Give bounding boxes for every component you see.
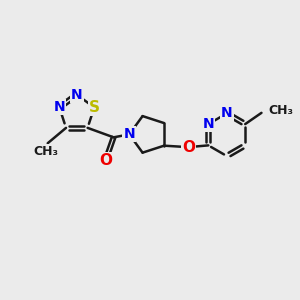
Text: O: O	[182, 140, 195, 155]
Text: CH₃: CH₃	[268, 104, 293, 117]
Text: N: N	[221, 106, 232, 120]
Text: S: S	[89, 100, 100, 115]
Text: N: N	[71, 88, 82, 102]
Text: CH₃: CH₃	[34, 145, 59, 158]
Text: N: N	[54, 100, 65, 114]
Text: N: N	[124, 128, 135, 141]
Text: O: O	[99, 154, 112, 169]
Text: N: N	[202, 117, 214, 131]
